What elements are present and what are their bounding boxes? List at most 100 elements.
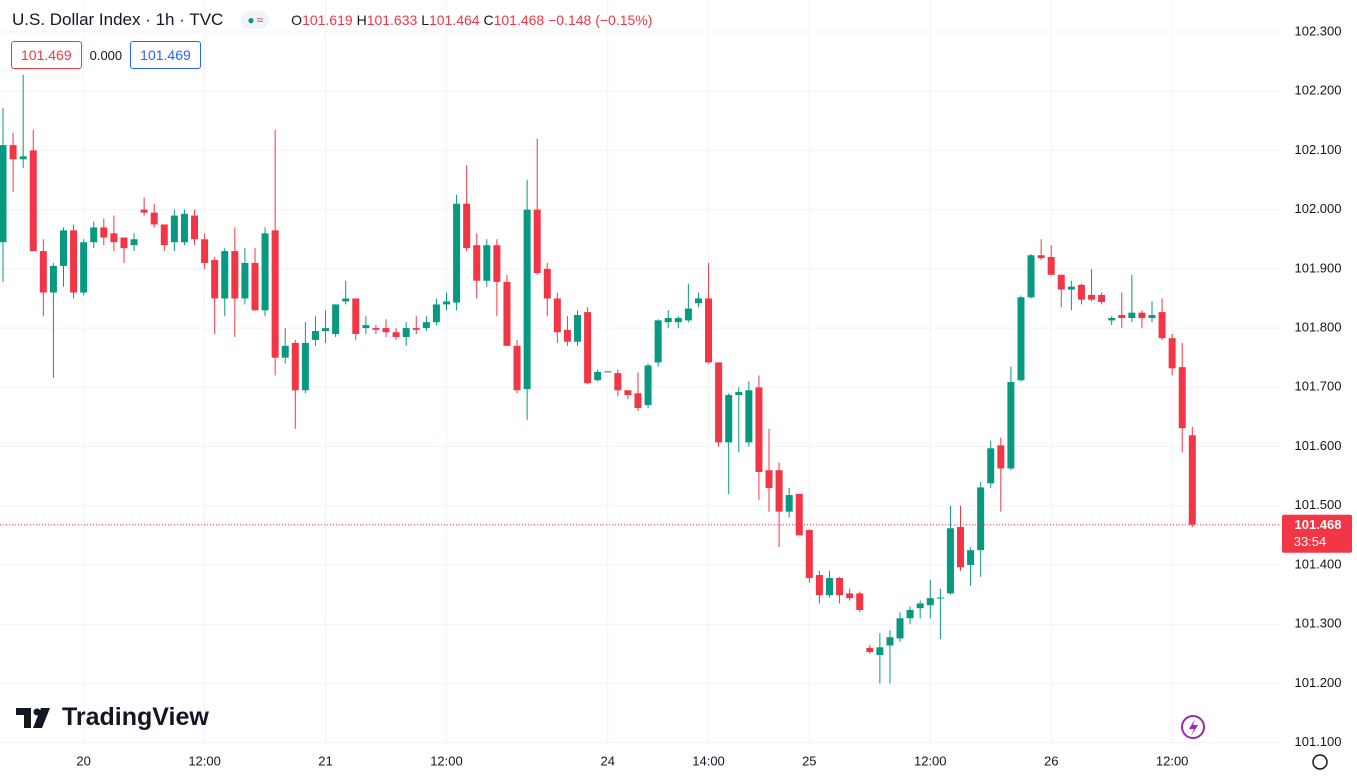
- candle-body: [513, 345, 521, 391]
- candle-body: [261, 233, 269, 311]
- ohlc-value: 101.633: [366, 12, 418, 28]
- candle-body: [735, 392, 743, 396]
- candle-body: [926, 598, 934, 606]
- x-tick-label: 14:00: [692, 753, 725, 768]
- candle-body: [483, 245, 491, 281]
- countdown: 33:54: [1294, 534, 1327, 549]
- trade-boxes: 101.469 0.000 101.469: [11, 41, 201, 69]
- candle-body: [382, 328, 390, 333]
- candle-body: [311, 331, 319, 340]
- x-tick-label: 21: [318, 753, 332, 768]
- y-tick-label: 101.700: [1295, 379, 1342, 394]
- replay-icon[interactable]: [1181, 715, 1205, 739]
- candle-body: [795, 493, 803, 536]
- candle-body: [1118, 315, 1126, 319]
- last-price-label: 101.468: [1295, 517, 1342, 532]
- candle-body: [785, 495, 793, 512]
- legend: U.S. Dollar Index · 1h · TVC ● ≈ O101.619…: [12, 10, 652, 30]
- candle-body: [291, 342, 299, 391]
- candle-body: [906, 609, 914, 619]
- last-price-tag: [1282, 514, 1352, 553]
- settings-icon[interactable]: [1312, 754, 1328, 770]
- candle-body: [1057, 274, 1065, 290]
- candle-body: [211, 259, 219, 299]
- candle-body: [1017, 297, 1025, 381]
- candle-body: [201, 239, 209, 263]
- ohlc-key: L: [421, 12, 429, 28]
- candle-body: [1108, 318, 1116, 321]
- bolt: [1189, 719, 1198, 736]
- candle-body: [936, 597, 944, 599]
- x-tick-label: 12:00: [1156, 753, 1189, 768]
- candle-body: [503, 281, 511, 346]
- x-tick-label: 25: [802, 753, 816, 768]
- candle-body: [372, 328, 380, 330]
- candle-body: [644, 365, 652, 406]
- candle-body: [574, 315, 582, 342]
- logo-text: TradingView: [62, 703, 209, 731]
- candle-body: [896, 618, 904, 639]
- y-tick-label: 101.500: [1295, 497, 1342, 512]
- x-tick-label: 20: [76, 753, 90, 768]
- candle-body: [634, 393, 642, 409]
- candle-body: [523, 209, 531, 390]
- candle-body: [80, 242, 88, 293]
- candle-body: [140, 209, 148, 213]
- logo[interactable]: TradingView: [16, 703, 209, 732]
- candle-body: [1168, 338, 1176, 369]
- candle-body: [866, 647, 874, 653]
- candle-body: [977, 487, 985, 551]
- candle-body: [342, 298, 350, 302]
- candle-body: [473, 245, 481, 281]
- candle-body: [674, 318, 682, 323]
- candle-body: [301, 342, 309, 391]
- candle-body: [1128, 312, 1136, 319]
- x-tick-label: 12:00: [188, 753, 221, 768]
- candle-body: [1077, 284, 1085, 300]
- sell-price[interactable]: 101.469: [11, 41, 82, 69]
- ohlc-value: 101.464: [428, 12, 480, 28]
- candle-body: [624, 390, 632, 396]
- ohlc-key: C: [483, 12, 494, 28]
- logo-mark: [16, 707, 50, 728]
- candle-body: [19, 156, 27, 160]
- y-tick-label: 101.600: [1295, 438, 1342, 453]
- candle-body: [815, 575, 823, 596]
- candle-body: [432, 304, 440, 323]
- candle-body: [916, 603, 924, 609]
- candle-body: [725, 395, 733, 443]
- x-tick-label: 12:00: [430, 753, 463, 768]
- candle-body: [9, 145, 17, 160]
- candle-body: [533, 209, 541, 274]
- candle-body: [49, 265, 57, 293]
- buy-price[interactable]: 101.469: [130, 41, 201, 69]
- candle-body: [100, 227, 108, 238]
- candle-body: [120, 237, 128, 249]
- candle-body: [392, 332, 400, 337]
- x-tick-label: 26: [1044, 753, 1058, 768]
- candle-body: [664, 318, 672, 323]
- candle-body: [332, 304, 340, 335]
- candle-body: [362, 325, 370, 329]
- candle-body: [886, 637, 894, 646]
- candle-body: [402, 328, 410, 337]
- x-tick-label: 12:00: [914, 753, 947, 768]
- candle-body: [422, 322, 430, 329]
- candle-body: [1067, 286, 1075, 290]
- candle-body: [442, 301, 450, 305]
- candle-body: [150, 212, 158, 225]
- candle-body: [765, 470, 773, 488]
- y-tick-label: 102.000: [1295, 201, 1342, 216]
- y-tick-label: 101.900: [1295, 260, 1342, 275]
- candle-body: [110, 233, 118, 243]
- symbol[interactable]: U.S. Dollar Index · 1h · TVC: [12, 10, 224, 29]
- y-tick-label: 102.100: [1295, 142, 1342, 157]
- candle-body: [1047, 257, 1055, 275]
- candle-body: [29, 150, 37, 252]
- candle-body: [90, 227, 98, 243]
- plot-background: [0, 0, 1280, 745]
- candle-body: [957, 527, 965, 568]
- candle-body: [846, 593, 854, 599]
- ohlc-key: O: [291, 12, 303, 28]
- candle-body: [604, 371, 612, 373]
